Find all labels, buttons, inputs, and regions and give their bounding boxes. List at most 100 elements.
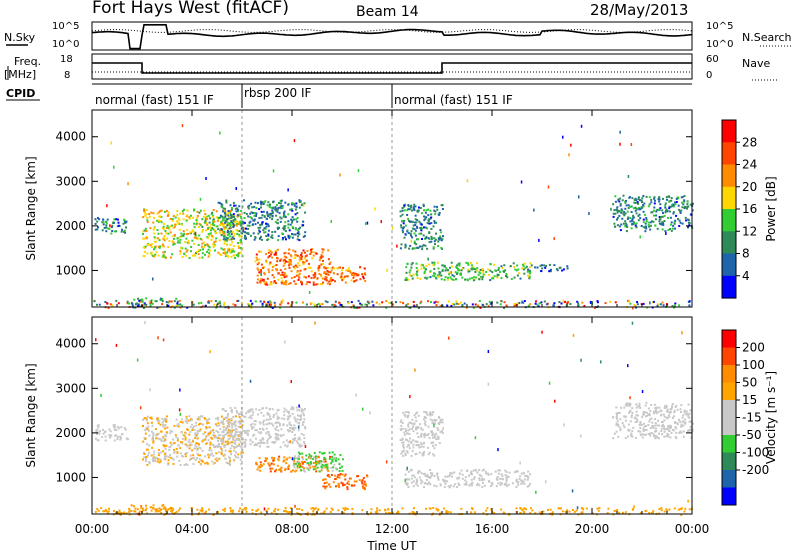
power-echo-cell: [470, 264, 473, 267]
velocity-echo-cell: [233, 435, 236, 437]
power-echo-cell: [521, 267, 523, 270]
velocity-echo-cell: [444, 479, 446, 482]
power-echo-cell: [645, 227, 648, 230]
power-echo-cell: [416, 238, 419, 241]
power-echo-cell: [257, 268, 260, 271]
power-echo-cell: [150, 246, 153, 248]
velocity-echo-cell: [642, 430, 645, 433]
velocity-echo-cell: [206, 461, 209, 464]
velocity-echo-cell: [401, 422, 404, 424]
nave-label: Nave: [742, 57, 771, 70]
velocity-echo-cell: [325, 481, 328, 484]
velocity-echo-cell: [687, 413, 690, 416]
power-echo-cell: [208, 252, 211, 255]
power-echo-cell: [172, 235, 175, 238]
velocity-ylabel: Slant Range [km]: [24, 363, 38, 467]
velocity-echo-cell: [223, 444, 225, 447]
power-ground-cell: [213, 303, 216, 306]
power-echo-cell: [658, 198, 661, 201]
velocity-echo-cell: [143, 451, 146, 454]
velocity-echo-cell: [164, 438, 167, 441]
velocity-ground-cell: [385, 512, 388, 515]
velocity-echo-cell: [499, 469, 502, 472]
velocity-echo-cell: [165, 420, 168, 423]
velocity-echo-cell: [433, 447, 436, 450]
power-echo-cell: [253, 218, 256, 221]
velocity-echo-cell: [213, 434, 216, 437]
power-echo-cell: [297, 274, 299, 277]
power-echo-cell: [681, 201, 683, 204]
velocity-echo-cell: [481, 477, 484, 480]
power-echo-cell: [306, 281, 309, 283]
velocity-echo-cell: [244, 415, 247, 418]
velocity-echo-cell: [234, 421, 237, 424]
power-ground-cell: [148, 300, 151, 303]
power-echo-cell: [228, 218, 231, 221]
velocity-echo-cell: [104, 430, 107, 433]
velocity-echo-cell: [417, 426, 420, 429]
power-echo-cell: [662, 212, 664, 214]
power-echo-cell: [298, 256, 301, 259]
power-ground-cell: [576, 300, 579, 303]
power-ground-cell: [459, 301, 462, 304]
power-echo-cell: [410, 234, 412, 237]
power-echo-cell: [423, 209, 425, 212]
power-echo-cell: [150, 254, 153, 257]
power-echo-cell: [665, 196, 668, 199]
velocity-echo-cell: [153, 450, 156, 453]
velocity-echo-cell: [234, 431, 237, 434]
power-echo-cell: [401, 209, 404, 212]
velocity-echo-cell: [228, 431, 231, 434]
velocity-ground-cell: [557, 507, 560, 510]
velocity-echo-cell: [258, 421, 261, 424]
velocity-noise-cell: [487, 350, 490, 353]
power-echo-cell: [244, 231, 247, 234]
power-echo-cell: [513, 266, 515, 268]
power-noise-cell: [553, 237, 555, 241]
power-echo-cell: [674, 203, 677, 206]
velocity-echo-cell: [192, 454, 195, 457]
power-echo-cell: [236, 254, 238, 257]
velocity-echo-cell: [515, 478, 518, 481]
velocity-echo-cell: [144, 417, 147, 420]
velocity-echo-cell: [504, 469, 507, 472]
velocity-echo-cell: [319, 461, 322, 464]
power-echo-cell: [172, 226, 175, 229]
power-echo-cell: [280, 258, 283, 261]
power-echo-cell: [208, 246, 211, 249]
power-echo-cell: [224, 240, 227, 243]
velocity-echo-cell: [192, 440, 195, 443]
velocity-echo-cell: [505, 478, 508, 481]
power-echo-cell: [237, 242, 240, 244]
power-ground-cell: [317, 303, 320, 305]
velocity-ground-cell: [239, 507, 241, 510]
velocity-echo-cell: [421, 428, 424, 431]
velocity-echo-cell: [124, 428, 127, 431]
velocity-echo-cell: [624, 419, 627, 422]
power-echo-cell: [197, 244, 200, 246]
power-echo-cell: [121, 228, 123, 231]
power-echo-cell: [416, 274, 419, 277]
power-echo-cell: [179, 252, 182, 255]
power-ground-cell: [479, 306, 482, 309]
power-echo-cell: [263, 273, 266, 276]
x-axis-label: Time UT: [366, 539, 417, 553]
power-echo-cell: [645, 217, 648, 219]
power-echo-cell: [254, 215, 257, 217]
velocity-ground-cell: [313, 508, 316, 511]
power-ground-cell: [378, 303, 381, 306]
velocity-echo-cell: [415, 428, 418, 431]
velocity-echo-cell: [420, 434, 423, 437]
velocity-ground-cell: [122, 511, 125, 514]
velocity-echo-cell: [436, 427, 439, 430]
power-echo-cell: [437, 245, 440, 247]
power-echo-cell: [208, 234, 211, 237]
power-echo-cell: [497, 269, 500, 271]
velocity-echo-cell: [631, 407, 634, 410]
velocity-echo-cell: [635, 406, 638, 409]
power-ground-cell: [139, 300, 142, 303]
power-echo-cell: [419, 222, 422, 225]
power-echo-cell: [645, 195, 648, 198]
velocity-echo-cell: [481, 481, 484, 484]
velocity-echo-cell: [229, 447, 232, 450]
